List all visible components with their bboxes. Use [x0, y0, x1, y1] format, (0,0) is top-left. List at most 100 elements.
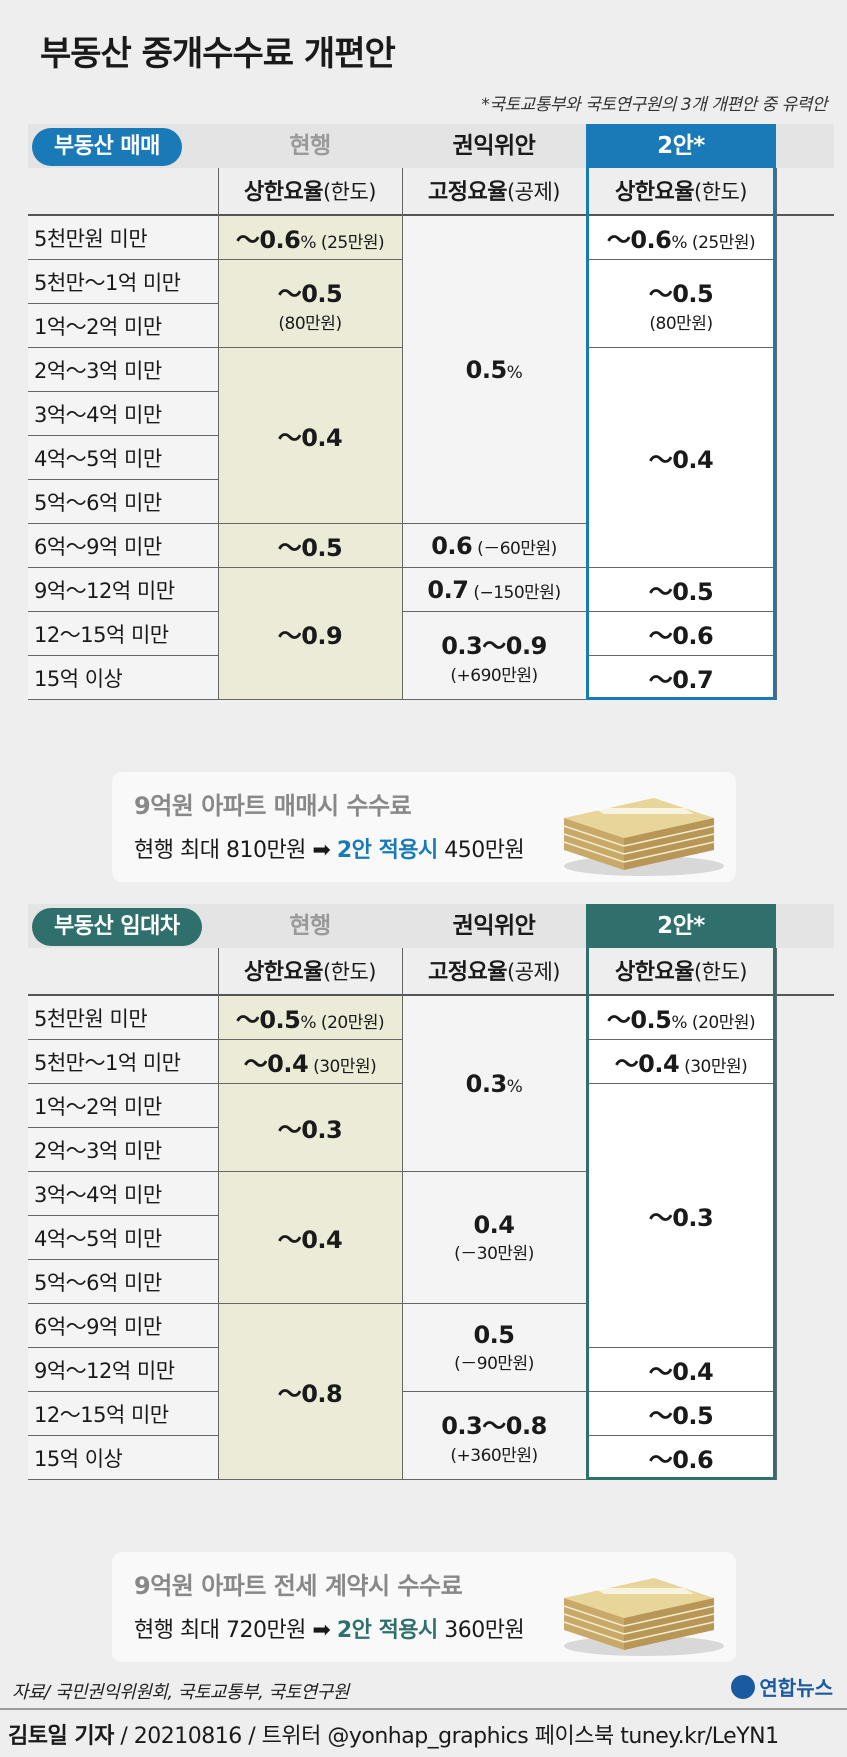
rate-line: ～0.5: [278, 528, 343, 563]
rate-cell: ～0.4: [218, 348, 402, 524]
rate-unit: %: [671, 1013, 688, 1033]
rate-note: (－60만원): [472, 538, 557, 559]
callout-line: 현행 최대 720만원 ➡ 2안 적용시 360만원: [134, 1612, 525, 1644]
rate-value: ～0.3: [648, 1204, 714, 1232]
agency-logo: 연합뉴스: [731, 1672, 833, 1701]
rate-cell: ～0.5: [218, 524, 402, 568]
rate-value: ～0.5: [606, 1006, 672, 1034]
rate-note: (－30만원): [454, 1244, 534, 1264]
rate-cell: 0.5 (－90만원): [402, 1304, 586, 1392]
rate-line: ～0.8: [278, 1374, 343, 1409]
rate-line: ～0.4: [649, 440, 714, 475]
rate-line: ～0.9: [278, 616, 343, 651]
rate-value: ～0.4: [277, 424, 343, 452]
row-label: 1억～2억 미만: [28, 1084, 218, 1128]
row-label: 12～15억 미만: [28, 612, 218, 656]
row-label: 5천만원 미만: [28, 216, 218, 260]
rate-value: ～0.8: [277, 1380, 343, 1408]
rate-line: 0.3%: [466, 1070, 523, 1098]
subheader-main: 고정요율: [428, 960, 507, 985]
rate-note: (20만원): [687, 1013, 756, 1033]
rate-value: 0.6: [431, 531, 473, 560]
arrow-icon: ➡: [312, 838, 331, 863]
rate-cell: ～0.6: [586, 1436, 776, 1480]
rate-line: ～0.6% (25만원): [236, 220, 385, 255]
rate-value: 0.4: [473, 1211, 515, 1239]
rate-line: ～0.6: [649, 616, 714, 651]
row-label: 15억 이상: [28, 1436, 218, 1480]
row-label: 5억～6억 미만: [28, 480, 218, 524]
column-header: 권익위안: [452, 133, 536, 159]
column-subheader: 고정요율(공제): [402, 168, 586, 216]
column-subheader: 상한요율(한도): [218, 948, 402, 996]
rate-value: ～0.5: [648, 1402, 714, 1430]
rate-unit: %: [506, 1076, 523, 1097]
subheader-paren: (공제): [506, 180, 561, 204]
rate-cell: ～0.8: [218, 1304, 402, 1480]
subheader-paren: (한도): [693, 960, 748, 984]
section-tag: 부동산 매매: [32, 128, 182, 166]
rate-cell: ～0.4 (30만원): [586, 1040, 776, 1084]
rate-value: ～0.4: [648, 446, 714, 474]
rate-note: (+360만원): [450, 1445, 538, 1466]
row-label: 2억～3억 미만: [28, 348, 218, 392]
row-label: 1억～2억 미만: [28, 304, 218, 348]
rate-value: 0.5: [465, 355, 508, 384]
rate-note: (－90만원): [454, 1354, 534, 1374]
subheader-main: 상한요율: [244, 180, 323, 205]
row-label: 12～15억 미만: [28, 1392, 218, 1436]
rate-value: ～0.4: [614, 1050, 680, 1078]
rate-line: ～0.5% (20만원): [606, 1000, 756, 1035]
column-subheader: 고정요율(공제): [402, 948, 586, 996]
rate-cell: ～0.4: [586, 348, 776, 568]
column-subheader: 상한요율(한도): [586, 168, 776, 216]
rate-line: ～0.4: [278, 1220, 343, 1255]
rate-line: 0.5%: [466, 356, 523, 384]
column-divider: [586, 168, 587, 700]
sale-table: 부동산 매매 현행 권익위안 2안* 상한요율(한도) 고정요율(공제) 상한요율(한도) 5…: [28, 124, 834, 700]
row-label: 5천만～1억 미만: [28, 1040, 218, 1084]
footer-source: 자료/ 국민권익위원회, 국토교통부, 국토연구원: [12, 1682, 349, 1703]
lease-callout: 9억원 아파트 전세 계약시 수수료 현행 최대 720만원 ➡ 2안 적용시 …: [112, 1552, 736, 1662]
subheader-row: 상한요율(한도) 고정요율(공제) 상한요율(한도): [28, 948, 834, 996]
rate-cell: ～0.5: [586, 568, 776, 612]
rate-cell: ～0.4: [218, 1172, 402, 1304]
callout-title: 9억원 아파트 전세 계약시 수수료: [134, 1572, 463, 1600]
column-divider: [776, 948, 777, 1480]
footer-divider: [0, 1708, 847, 1710]
column-divider: [402, 168, 403, 700]
subheader-paren: (한도): [693, 180, 748, 204]
rate-unit: %: [300, 233, 317, 253]
column-header: 2안*: [586, 124, 776, 168]
rate-cell: 0.3～0.8 (+360만원): [402, 1392, 586, 1480]
rate-cell: ～0.5 (80만원): [586, 260, 776, 348]
rate-note: (80만원): [649, 313, 713, 334]
rate-line: ～0.4 (30만원): [615, 1044, 748, 1079]
row-label: 6억～9억 미만: [28, 524, 218, 568]
rate-value: 0.7: [427, 575, 469, 604]
rate-line: ～0.7: [649, 660, 714, 695]
rate-value: ～0.4: [243, 1050, 309, 1078]
rate-note: (20만원): [316, 1013, 385, 1033]
callout-highlight: 2안 적용시: [336, 838, 438, 863]
rate-cell: ～0.5: [586, 1392, 776, 1436]
rate-cell: 0.5%: [402, 216, 586, 524]
rate-cell: ～0.6: [586, 612, 776, 656]
rate-value: ～0.6: [648, 622, 714, 650]
column-header: 현행: [289, 133, 331, 159]
subheader-paren: (공제): [506, 960, 561, 984]
rate-line: ～0.6: [649, 1440, 714, 1475]
rate-note: (+690만원): [450, 665, 538, 686]
rate-value: ～0.4: [648, 1358, 714, 1386]
rate-value: ～0.5: [277, 279, 343, 308]
rate-cell: ～0.6% (25만원): [218, 216, 402, 260]
column-divider: [218, 948, 219, 1480]
rate-line: ～0.5: [278, 274, 343, 309]
rate-cell: 0.3～0.9 (+690만원): [402, 612, 586, 700]
rate-line: ～0.3: [278, 1110, 343, 1145]
rate-note: (80만원): [278, 313, 342, 334]
row-label: 5억～6억 미만: [28, 1260, 218, 1304]
column-subheader: 상한요율(한도): [586, 948, 776, 996]
callout-new: 450만원: [444, 838, 525, 863]
rate-line: 0.6 (－60만원): [431, 532, 557, 560]
